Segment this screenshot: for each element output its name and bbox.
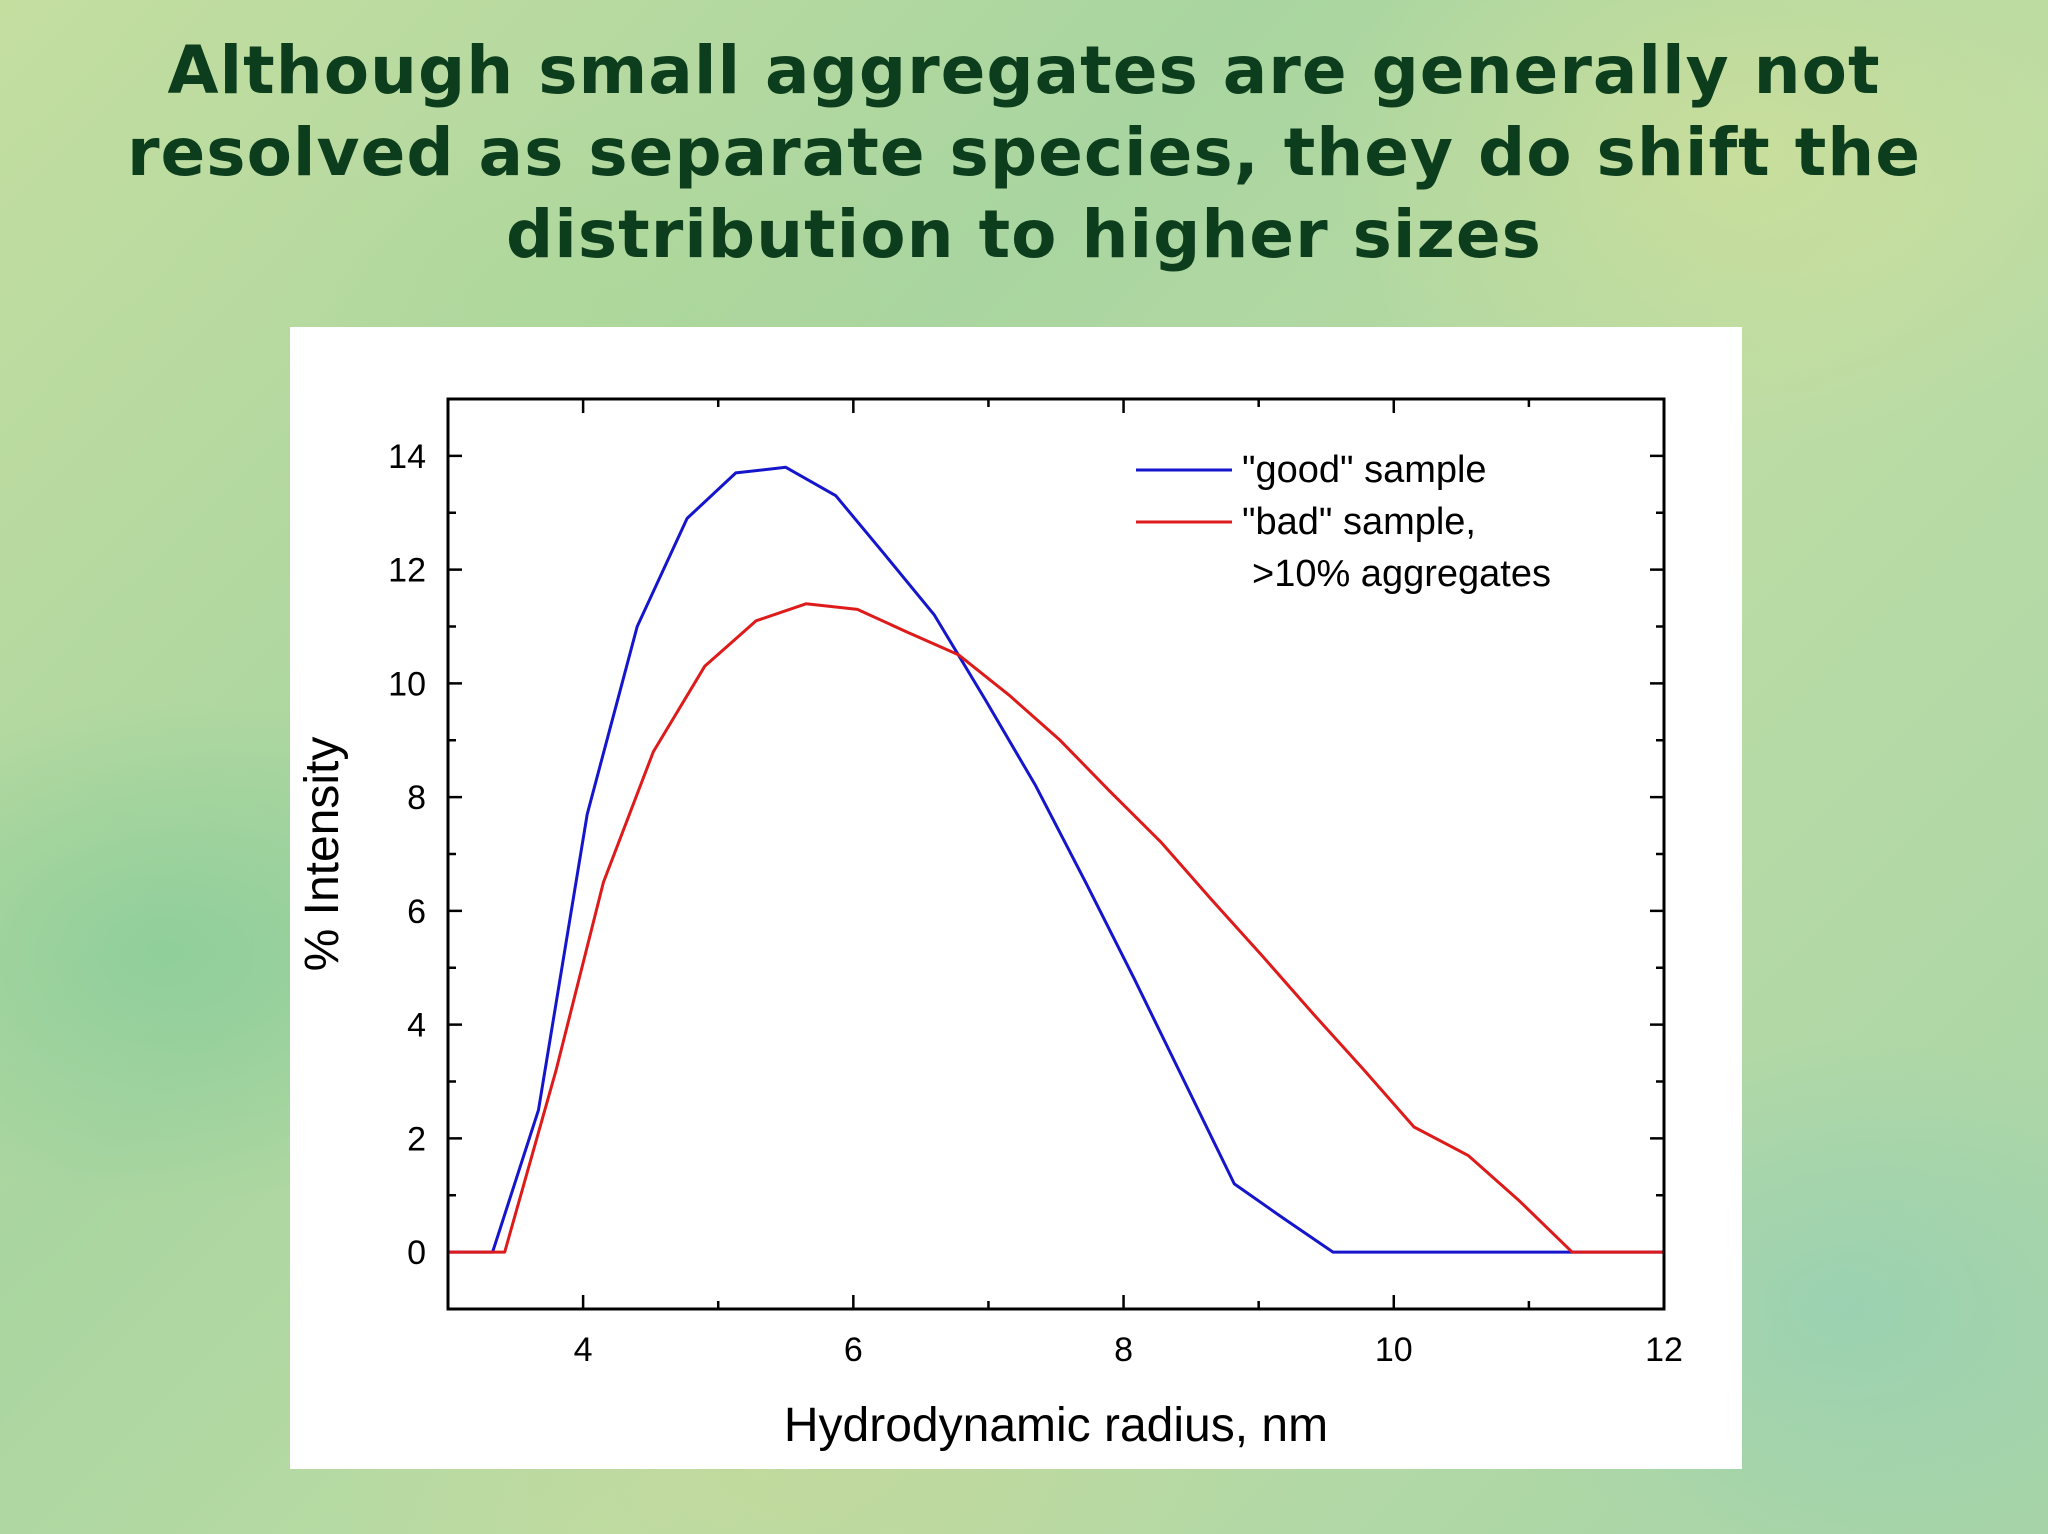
- y-axis-title: % Intensity: [296, 737, 349, 972]
- series-line-bad: [448, 602, 1664, 1254]
- x-tick-label: 8: [1114, 1331, 1133, 1369]
- x-axis-title: Hydrodynamic radius, nm: [784, 1399, 1328, 1452]
- x-tick-label: 4: [574, 1331, 593, 1369]
- y-tick-label: 0: [407, 1234, 426, 1272]
- x-tick-label: 10: [1375, 1331, 1413, 1369]
- legend-label-bad-line2: >10% aggregates: [1252, 553, 1551, 595]
- axis-ticks: [446, 397, 1666, 1311]
- x-tick-label: 6: [844, 1331, 863, 1369]
- y-tick-label: 12: [388, 552, 426, 590]
- y-tick-label: 10: [388, 665, 426, 703]
- line-chart: 4 6 8 10 12 0 2 4 6 8 10 12 14 Hydrodynamic radius,…: [296, 397, 1683, 1452]
- x-tick-labels: 4 6 8 10 12: [574, 1331, 1683, 1369]
- legend-label-good: "good" sample: [1242, 449, 1487, 491]
- y-tick-label: 6: [407, 893, 426, 931]
- y-tick-label: 2: [407, 1120, 426, 1158]
- chart-panel: 4 6 8 10 12 0 2 4 6 8 10 12 14 Hydrodynamic radius,…: [290, 327, 1742, 1469]
- y-tick-label: 8: [407, 779, 426, 817]
- y-tick-label: 4: [407, 1007, 426, 1045]
- y-tick-labels: 0 2 4 6 8 10 12 14: [388, 438, 426, 1272]
- y-tick-label: 14: [388, 438, 426, 476]
- series-lines: [448, 465, 1664, 1254]
- legend: "good" sample "bad" sample, >10% aggrega…: [1136, 449, 1551, 595]
- legend-label-bad: "bad" sample,: [1242, 501, 1476, 543]
- x-tick-label: 12: [1645, 1331, 1683, 1369]
- plot-frame: [446, 397, 1666, 1311]
- slide-title: Although small aggregates are generally …: [126, 32, 1921, 273]
